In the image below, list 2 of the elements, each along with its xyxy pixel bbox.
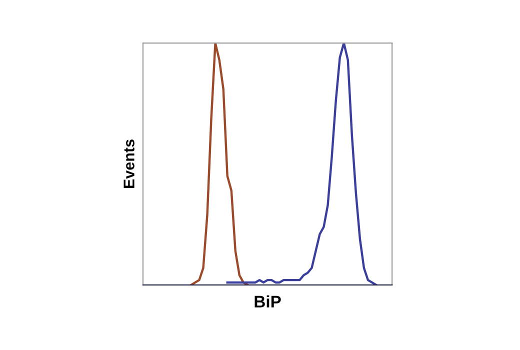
x-axis-title: BiP [254, 295, 281, 308]
y-axis-title: Events [124, 140, 134, 188]
